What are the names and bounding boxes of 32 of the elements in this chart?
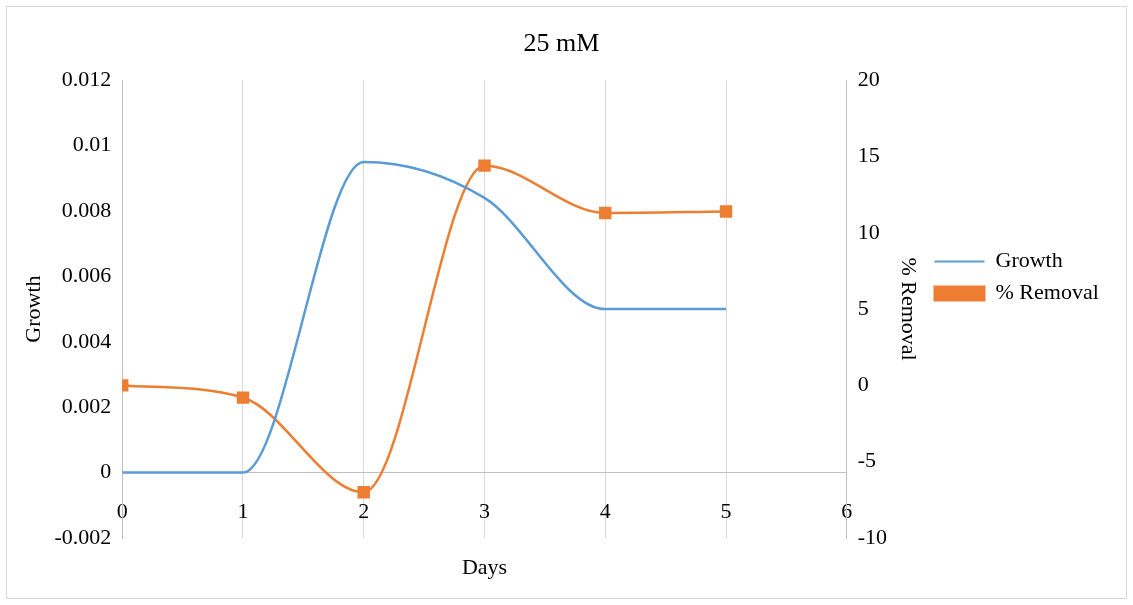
- y2-tick-label: -5: [857, 447, 877, 473]
- y-tick-label: 0: [100, 458, 112, 484]
- x-tick-label: 5: [720, 497, 732, 523]
- chart-title: 25 mM: [523, 28, 600, 58]
- y-tick-label: 0.006: [61, 262, 112, 288]
- y-tick-label: 0.004: [61, 327, 112, 353]
- y2-axis-title: % Removal: [896, 257, 922, 361]
- y-tick-label: 0.01: [72, 131, 112, 157]
- x-tick-label: 1: [237, 497, 249, 523]
- x-axis-title: Days: [461, 553, 508, 579]
- x-tick-label: 2: [358, 497, 370, 523]
- x-tick-label: 4: [599, 497, 611, 523]
- y2-tick-label: -10: [857, 523, 888, 549]
- y-axis-title: Growth: [19, 275, 45, 343]
- y-tick-label: 0.012: [61, 65, 112, 91]
- y-tick-label: -0.002: [54, 523, 112, 549]
- point: [478, 159, 491, 172]
- y2-tick-label: 5: [857, 294, 869, 320]
- y2-tick-label: 10: [857, 218, 880, 244]
- legend-label: % Removal: [995, 279, 1099, 305]
- y2-tick-label: 15: [857, 142, 880, 168]
- point: [719, 205, 733, 218]
- x-tick-label: 0: [116, 497, 128, 523]
- point: [599, 206, 612, 220]
- y-tick-label: 0.002: [61, 392, 112, 418]
- legend-label: Growth: [995, 247, 1063, 273]
- y2-tick-label: 0: [857, 371, 869, 397]
- point: [357, 486, 370, 499]
- x-tick-label: 3: [479, 497, 490, 523]
- point: [236, 391, 250, 404]
- y-tick-label: 0.008: [61, 196, 112, 222]
- y2-tick-label: 20: [857, 65, 880, 91]
